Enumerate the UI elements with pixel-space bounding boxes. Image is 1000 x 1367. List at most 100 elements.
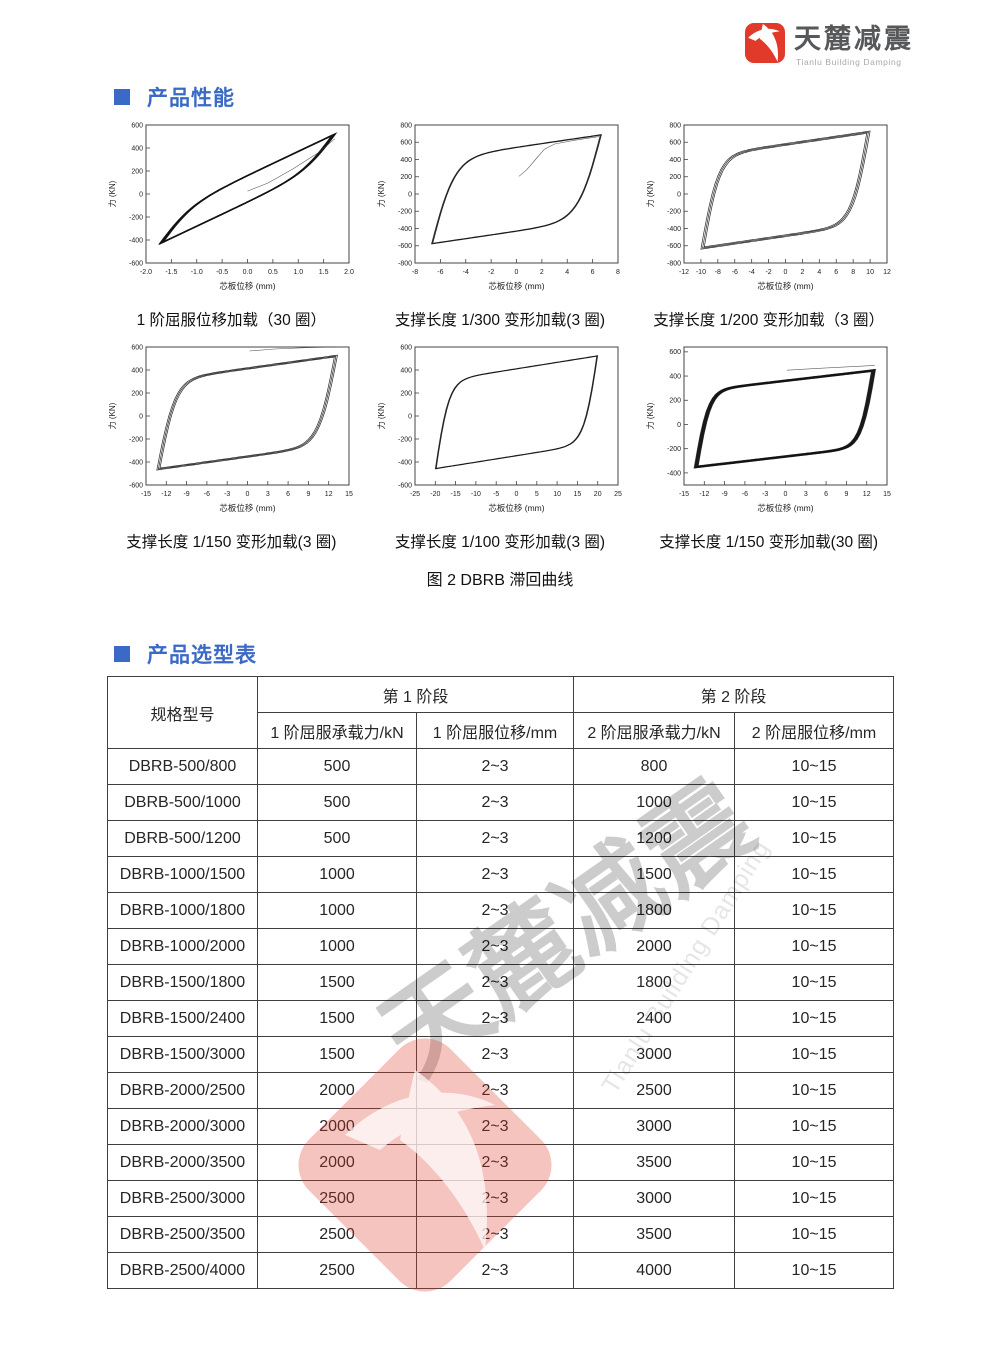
svg-text:0: 0 (783, 491, 787, 498)
cell-stage1-disp: 2~3 (415, 856, 575, 893)
table-row: DBRB-1500/1800 1500 2~3 1800 10~15 (107, 964, 895, 1001)
section-bullet-icon (114, 646, 130, 662)
svg-text:0: 0 (408, 413, 412, 420)
cell-stage2-disp: 10~15 (734, 1216, 895, 1253)
cell-stage1-disp: 2~3 (415, 1144, 575, 1181)
cell-stage2-force: 3500 (573, 1144, 736, 1181)
cell-stage1-force: 2500 (257, 1180, 417, 1217)
header-stage1-force: 1 阶屈服承载力/kN (257, 712, 417, 749)
table-row: DBRB-1500/2400 1500 2~3 2400 10~15 (107, 1000, 895, 1037)
table-row: DBRB-2500/3000 2500 2~3 3000 10~15 (107, 1180, 895, 1217)
svg-text:力 (KN): 力 (KN) (107, 180, 117, 207)
tianlu-logo-icon (745, 23, 785, 63)
table-row: DBRB-500/1200 500 2~3 1200 10~15 (107, 820, 895, 857)
cell-model: DBRB-1500/1800 (107, 964, 258, 1001)
cell-stage2-force: 3500 (573, 1216, 736, 1253)
svg-text:200: 200 (669, 174, 681, 181)
cell-stage1-force: 500 (257, 820, 417, 857)
table-row: DBRB-2000/2500 2000 2~3 2500 10~15 (107, 1072, 895, 1109)
svg-text:-400: -400 (398, 226, 412, 233)
section-bullet-icon (114, 89, 130, 105)
cell-stage2-disp: 10~15 (734, 1252, 895, 1289)
svg-text:芯板位移 (mm): 芯板位移 (mm) (757, 503, 813, 513)
svg-text:400: 400 (669, 373, 681, 380)
svg-text:15: 15 (883, 491, 891, 498)
table-row: DBRB-2500/4000 2500 2~3 4000 10~15 (107, 1252, 895, 1289)
svg-text:-9: -9 (721, 491, 727, 498)
cell-stage1-force: 1000 (257, 928, 417, 965)
cell-stage1-disp: 2~3 (415, 892, 575, 929)
hysteresis-chart-5: -25 -20 -15 -10 -5 0 5 10 15 20 25 -600 -400 -200 0 200… (376, 344, 622, 513)
svg-text:1.5: 1.5 (319, 269, 329, 276)
cell-model: DBRB-2500/3500 (107, 1216, 258, 1253)
svg-text:-800: -800 (667, 260, 681, 267)
cell-model: DBRB-2000/3500 (107, 1144, 258, 1181)
svg-text:力 (KN): 力 (KN) (107, 402, 117, 429)
cell-stage2-disp: 10~15 (734, 1072, 895, 1109)
svg-text:-12: -12 (162, 491, 172, 498)
cell-stage2-force: 1200 (573, 820, 736, 857)
svg-text:-600: -600 (398, 482, 412, 489)
svg-text:12: 12 (862, 491, 870, 498)
cell-model: DBRB-500/1200 (107, 820, 258, 857)
svg-text:600: 600 (132, 344, 144, 351)
svg-text:-400: -400 (129, 237, 143, 244)
table-row: DBRB-2000/3000 2000 2~3 3000 10~15 (107, 1108, 895, 1145)
brand-tagline: Tianlu Building Damping (796, 56, 902, 67)
svg-text:3: 3 (804, 491, 808, 498)
svg-text:0: 0 (677, 191, 681, 198)
chart-cell-1: -2.0 -1.5 -1.0 -0.5 0.0 0.5 1.0 1.5 2.0 -600 -400 -… (102, 116, 360, 338)
svg-text:-25: -25 (410, 491, 420, 498)
svg-text:-200: -200 (667, 446, 681, 453)
cell-stage2-force: 3000 (573, 1036, 736, 1073)
hysteresis-chart-3: -12 -10 -8 -6 -4 -2 0 2 4 6 8 10 12 -800 -600 -400 -200 0… (645, 122, 891, 291)
svg-text:12: 12 (325, 491, 333, 498)
svg-text:-200: -200 (398, 209, 412, 216)
svg-text:6: 6 (824, 491, 828, 498)
cell-model: DBRB-1500/2400 (107, 1000, 258, 1037)
svg-text:-800: -800 (398, 260, 412, 267)
cell-stage2-force: 1000 (573, 784, 736, 821)
hysteresis-chart-1: -2.0 -1.5 -1.0 -0.5 0.0 0.5 1.0 1.5 2.0 -600 -400 -… (107, 122, 354, 291)
svg-text:-6: -6 (741, 491, 747, 498)
svg-text:1.0: 1.0 (294, 269, 304, 276)
cell-stage1-disp: 2~3 (415, 928, 575, 965)
cell-stage2-force: 1800 (573, 964, 736, 1001)
chart-caption-2: 支撑长度 1/300 变形加载(3 圈) (394, 312, 606, 329)
cell-stage2-disp: 10~15 (734, 1144, 895, 1181)
svg-text:-1.5: -1.5 (166, 269, 178, 276)
svg-text:10: 10 (553, 491, 561, 498)
svg-text:0: 0 (139, 413, 143, 420)
svg-text:力 (KN): 力 (KN) (376, 402, 386, 429)
svg-text:芯板位移 (mm): 芯板位移 (mm) (488, 281, 544, 291)
cell-model: DBRB-2500/3000 (107, 1180, 258, 1217)
svg-text:600: 600 (400, 140, 412, 147)
svg-text:-600: -600 (398, 243, 412, 250)
cell-model: DBRB-500/1000 (107, 784, 258, 821)
selection-table: 规格型号 第 1 阶段 第 2 阶段 1 阶屈服承载力/kN 1 阶屈服位移/m… (107, 676, 895, 1289)
cell-stage2-force: 800 (573, 748, 736, 785)
svg-text:-4: -4 (748, 269, 754, 276)
svg-text:20: 20 (594, 491, 602, 498)
cell-stage1-disp: 2~3 (415, 1108, 575, 1145)
cell-stage1-force: 1000 (257, 892, 417, 929)
svg-text:-400: -400 (667, 226, 681, 233)
svg-text:-8: -8 (412, 269, 418, 276)
cell-stage1-disp: 2~3 (415, 1036, 575, 1073)
cell-stage1-force: 2500 (257, 1216, 417, 1253)
cell-stage1-force: 1000 (257, 856, 417, 893)
chart-caption-1: 1 阶屈服位移加载（30 圈） (136, 312, 327, 329)
svg-text:-8: -8 (714, 269, 720, 276)
svg-text:-600: -600 (129, 260, 143, 267)
table-row: DBRB-1000/1800 1000 2~3 1800 10~15 (107, 892, 895, 929)
svg-text:800: 800 (669, 122, 681, 129)
svg-text:9: 9 (844, 491, 848, 498)
cell-stage1-disp: 2~3 (415, 1000, 575, 1037)
hysteresis-chart-4: -15 -12 -9 -6 -3 0 3 6 9 12 15 -600 -400 -200 0 200 400 6… (107, 344, 353, 513)
hysteresis-chart-6: -15 -12 -9 -6 -3 0 3 6 9 12 15 -400 -200 0 200 400 600 力 … (645, 346, 891, 513)
chart-caption-6: 支撑长度 1/150 变形加载(30 圈) (659, 534, 879, 551)
svg-text:-200: -200 (398, 436, 412, 443)
chart-caption-3: 支撑长度 1/200 变形加载（3 圈） (653, 312, 885, 329)
cell-stage2-force: 2000 (573, 928, 736, 965)
brand-name: 天麓减震 (794, 24, 914, 54)
